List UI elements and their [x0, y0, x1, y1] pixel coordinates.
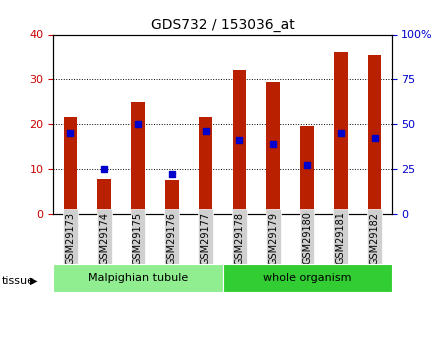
Text: GSM29182: GSM29182	[370, 211, 380, 265]
Bar	[64, 117, 77, 214]
Title: GDS732 / 153036_at: GDS732 / 153036_at	[150, 18, 295, 32]
Bar	[300, 126, 314, 214]
Text: Malpighian tubule: Malpighian tubule	[88, 273, 188, 283]
Text: GSM29174: GSM29174	[99, 211, 109, 265]
Text: GSM29181: GSM29181	[336, 211, 346, 265]
Bar	[222, 264, 392, 292]
Bar	[97, 179, 111, 214]
Bar	[131, 102, 145, 214]
Bar	[165, 180, 178, 214]
Text: GSM29177: GSM29177	[201, 211, 210, 265]
Bar	[233, 70, 246, 214]
Text: whole organism: whole organism	[263, 273, 351, 283]
Text: GSM29179: GSM29179	[268, 211, 278, 265]
Text: GSM29176: GSM29176	[167, 211, 177, 265]
Text: ▶: ▶	[30, 276, 37, 286]
Bar	[199, 117, 212, 214]
Bar	[267, 81, 280, 214]
Text: GSM29175: GSM29175	[133, 211, 143, 265]
Text: GSM29178: GSM29178	[235, 211, 244, 265]
Bar	[368, 55, 381, 214]
Bar	[53, 264, 222, 292]
Bar	[334, 52, 348, 214]
Text: GSM29173: GSM29173	[65, 211, 75, 265]
Text: tissue: tissue	[2, 276, 35, 286]
Text: GSM29180: GSM29180	[302, 211, 312, 265]
